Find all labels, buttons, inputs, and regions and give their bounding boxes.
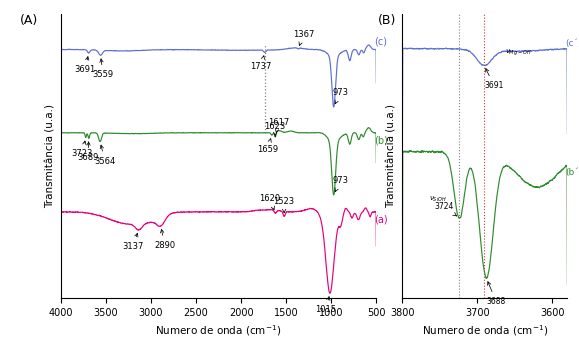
Text: 3564: 3564 <box>94 145 116 166</box>
Text: 973: 973 <box>332 176 349 192</box>
Text: 1015: 1015 <box>316 297 336 314</box>
Text: 1737: 1737 <box>250 56 272 71</box>
Text: 3724: 3724 <box>434 202 457 216</box>
Text: $\nu_{SiOH}$: $\nu_{SiOH}$ <box>429 195 446 204</box>
Text: 3688: 3688 <box>486 282 506 306</box>
Text: 1617: 1617 <box>268 118 289 133</box>
Text: (a): (a) <box>373 215 387 225</box>
Text: 973: 973 <box>332 88 349 104</box>
Text: 1659: 1659 <box>256 139 278 154</box>
Text: $\nu_{Mg-OH}$: $\nu_{Mg-OH}$ <box>505 48 532 58</box>
Text: (c´): (c´) <box>565 39 579 48</box>
X-axis label: Numero de onda (cm$^{-1}$): Numero de onda (cm$^{-1}$) <box>155 324 282 338</box>
Text: 3137: 3137 <box>122 233 144 251</box>
Text: 2890: 2890 <box>154 229 175 250</box>
Text: 1623: 1623 <box>265 122 285 136</box>
Text: 3559: 3559 <box>93 59 113 79</box>
Text: 1367: 1367 <box>292 30 314 45</box>
Text: (B): (B) <box>378 14 396 27</box>
Text: 3691: 3691 <box>75 57 96 75</box>
Text: 1523: 1523 <box>273 197 295 213</box>
Text: 3689: 3689 <box>77 142 98 162</box>
Text: (A): (A) <box>20 14 38 27</box>
Y-axis label: Transmitância (u.a.): Transmitância (u.a.) <box>45 104 55 208</box>
X-axis label: Numero de onda (cm$^{-1}$): Numero de onda (cm$^{-1}$) <box>422 324 548 338</box>
Text: (b´): (b´) <box>565 168 579 177</box>
Y-axis label: Transmitância (u.a.): Transmitância (u.a.) <box>387 104 397 208</box>
Text: 1620: 1620 <box>259 194 280 210</box>
Text: 3691: 3691 <box>484 69 504 90</box>
Text: (c): (c) <box>373 37 387 47</box>
Text: 3723: 3723 <box>72 141 93 158</box>
Text: (b): (b) <box>373 135 387 145</box>
